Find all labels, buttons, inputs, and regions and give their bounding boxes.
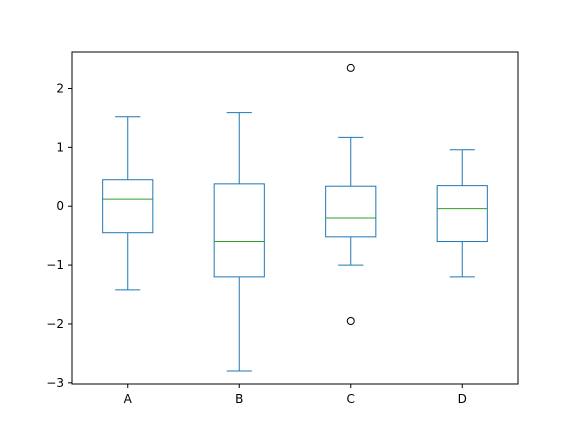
box-body (436, 185, 488, 243)
outlier-point (346, 63, 355, 72)
x-tick-label: A (124, 392, 133, 406)
outlier-point (346, 317, 355, 326)
y-tick-label: −1 (46, 258, 64, 272)
y-tick-label: 1 (56, 140, 64, 154)
x-tick-label: B (235, 392, 243, 406)
y-tick-label: −2 (46, 317, 64, 331)
box-body (102, 179, 154, 234)
plot-frame (71, 51, 519, 385)
box-D (436, 149, 488, 278)
y-tick-label: 0 (56, 199, 64, 213)
box-B (213, 112, 265, 372)
y-tick-label: 2 (56, 81, 64, 95)
axes-layer: −3 −2 −1 0 1 2 A B C D (46, 51, 519, 406)
box-C (325, 63, 377, 326)
box-A (102, 116, 154, 291)
x-tick-label: C (347, 392, 355, 406)
y-tick-label: −3 (46, 376, 64, 390)
box-body (213, 183, 265, 278)
box-body (325, 185, 377, 238)
x-tick-label: D (458, 392, 467, 406)
boxes-layer (102, 63, 488, 372)
